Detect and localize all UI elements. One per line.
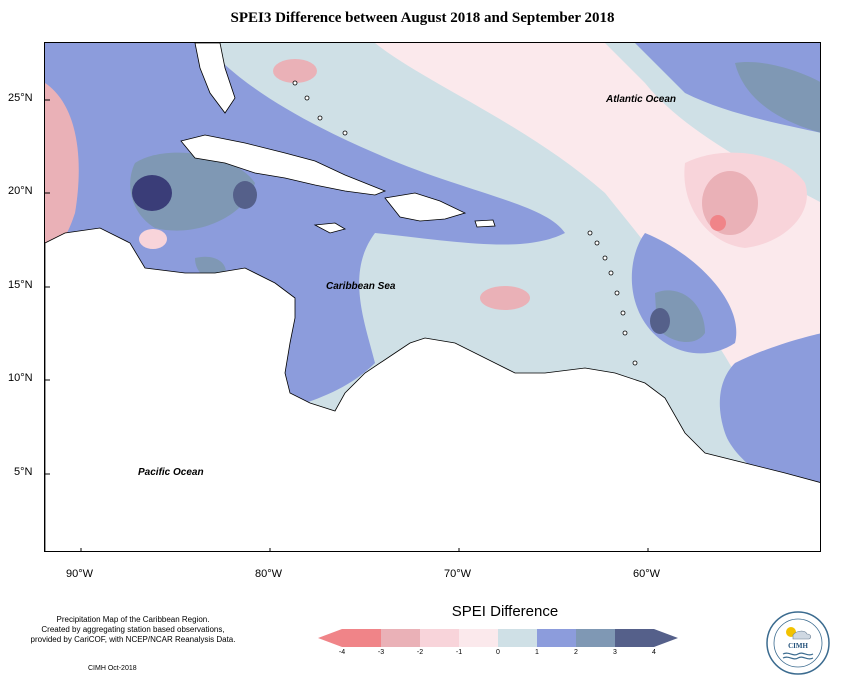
land-hispaniola xyxy=(384,192,467,222)
cloud-icon xyxy=(792,630,812,640)
credit-line-2: Created by aggregating station based obs… xyxy=(41,625,225,634)
lat-label-15: 15°N xyxy=(8,279,33,291)
lat-label-10: 10°N xyxy=(8,372,33,384)
legend-colorbar xyxy=(318,629,678,647)
map-title: SPEI3 Difference between August 2018 and… xyxy=(230,10,615,26)
map-area xyxy=(44,42,821,552)
band-dark xyxy=(132,175,172,211)
land-jamaica xyxy=(313,222,347,234)
legend-swatches xyxy=(318,629,678,647)
legend-swatch xyxy=(420,629,459,647)
land-puerto-rico xyxy=(474,219,496,228)
legend-swatch xyxy=(318,629,381,647)
legend-swatch xyxy=(459,629,498,647)
legend-swatch xyxy=(615,629,678,647)
land-cuba xyxy=(180,134,387,196)
credit-date: CIMH Oct-2018 xyxy=(88,665,137,672)
band-steel xyxy=(130,152,255,231)
land-florida xyxy=(194,43,236,114)
band-pink xyxy=(45,83,79,253)
legend-tick-label: 0 xyxy=(496,649,500,656)
legend-tick-label: 2 xyxy=(574,649,578,656)
label-caribbean-sea: Caribbean Sea xyxy=(326,281,396,292)
legend-tick-label: 3 xyxy=(613,649,617,656)
legend-swatch xyxy=(576,629,615,647)
cimh-logo: CIMH xyxy=(766,611,830,675)
legend-tick-label: 4 xyxy=(652,649,656,656)
graticule-ticks xyxy=(45,99,649,551)
logo-text: CIMH xyxy=(788,642,808,650)
wave-icon xyxy=(782,652,814,656)
credit-line-3: provided by CariCOF, with NCEP/NCAR Rean… xyxy=(30,635,236,644)
legend-tick-label: -2 xyxy=(416,649,424,656)
legend-tick-label: -3 xyxy=(377,649,385,656)
label-atlantic-ocean: Atlantic Ocean xyxy=(606,94,677,105)
lon-label-70: 70°W xyxy=(444,568,472,580)
lon-label-60: 60°W xyxy=(633,568,661,580)
lon-label-90: 90°W xyxy=(66,568,94,580)
lat-label-20: 20°N xyxy=(8,185,33,197)
legend-tick-label: -1 xyxy=(455,649,463,656)
lat-label-25: 25°N xyxy=(8,92,33,104)
credit-line-1: Precipitation Map of the Caribbean Regio… xyxy=(56,615,210,624)
lon-label-80: 80°W xyxy=(255,568,283,580)
legend-swatch xyxy=(381,629,420,647)
spei-map xyxy=(45,43,820,551)
land-lesser-antilles xyxy=(292,80,638,366)
label-pacific-ocean: Pacific Ocean xyxy=(138,467,204,478)
legend-swatch xyxy=(498,629,537,647)
credit-text: Precipitation Map of the Caribbean Regio… xyxy=(18,615,248,645)
legend-tick-label: 1 xyxy=(535,649,539,656)
legend-title: SPEI Difference xyxy=(451,603,559,620)
lat-label-5: 5°N xyxy=(14,466,33,478)
legend-tick-label: -4 xyxy=(338,649,346,656)
legend-swatch xyxy=(537,629,576,647)
land-mainland xyxy=(45,227,820,551)
